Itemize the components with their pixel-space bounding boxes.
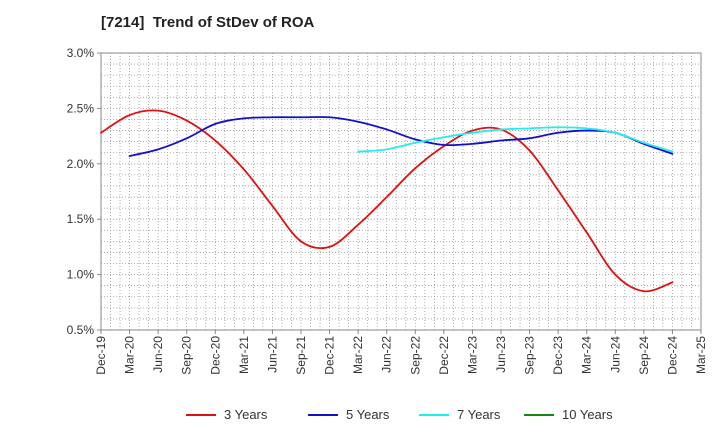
chart-title: [7214] Trend of StDev of ROA	[101, 14, 315, 31]
x-tick-label: Mar-23	[465, 336, 479, 374]
x-tick-label: Dec-20	[208, 336, 222, 375]
x-tick-label: Jun-22	[380, 336, 394, 373]
y-tick-label: 3.0%	[67, 46, 95, 60]
x-tick-label: Dec-23	[551, 336, 565, 375]
series-line-7-years	[357, 126, 674, 153]
x-tick-label: Dec-24	[665, 336, 679, 375]
y-tick-label: 1.0%	[67, 268, 95, 282]
series-line-5-years	[128, 116, 674, 157]
series-lines	[100, 109, 674, 293]
legend: 3 Years 5 Years 7 Years 10 Years	[186, 407, 613, 422]
x-tick-label: Mar-20	[123, 336, 137, 374]
x-tick-label: Dec-22	[437, 336, 451, 375]
legend-label-5-years: 5 Years	[346, 407, 390, 422]
x-tick-label: Mar-25	[694, 336, 708, 374]
legend-label-10-years: 10 Years	[562, 407, 613, 422]
legend-label-3-years: 3 Years	[224, 407, 268, 422]
x-tick-label: Sep-22	[408, 336, 422, 375]
series-line-3-years	[100, 109, 674, 293]
x-tick-label: Sep-24	[637, 336, 651, 375]
x-tick-label: Jun-20	[151, 336, 165, 373]
y-tick-label: 1.5%	[67, 212, 95, 226]
legend-label-7-years: 7 Years	[457, 407, 501, 422]
x-tick-label: Mar-22	[351, 336, 365, 374]
x-tick-label: Dec-21	[323, 336, 337, 375]
x-tick-label: Jun-21	[265, 336, 279, 373]
axes: 0.5% 1.0% 1.5% 2.0% 2.5% 3.0% Dec-19 Mar-20 Jun-…	[67, 46, 708, 375]
x-tick-label: Mar-24	[580, 336, 594, 374]
x-tick-label: Sep-21	[294, 336, 308, 375]
y-tick-label: 2.0%	[67, 157, 95, 171]
x-tick-label: Dec-19	[94, 336, 108, 375]
x-tick-label: Sep-23	[523, 336, 537, 375]
y-tick-label: 0.5%	[67, 323, 95, 337]
x-tick-label: Jun-23	[494, 336, 508, 373]
x-tick-label: Mar-21	[237, 336, 251, 374]
x-tick-label: Sep-20	[180, 336, 194, 375]
y-tick-label: 2.5%	[67, 101, 95, 115]
grid-lines	[101, 53, 701, 330]
plot-frame	[100, 52, 702, 331]
x-tick-label: Jun-24	[608, 336, 622, 373]
